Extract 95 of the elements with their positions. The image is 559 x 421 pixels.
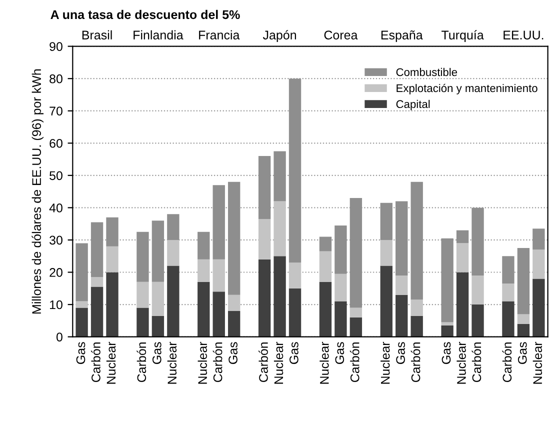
y-tick-label: 80 <box>50 74 62 84</box>
bar <box>532 278 545 337</box>
bar <box>410 300 423 316</box>
bar <box>456 243 469 272</box>
bar <box>472 304 484 337</box>
bar <box>212 259 225 292</box>
bar <box>517 324 530 337</box>
bar <box>502 284 514 302</box>
bar <box>228 294 240 311</box>
x-tick-label: Gas <box>442 342 451 364</box>
y-tick-label: 10 <box>50 300 62 310</box>
x-tick-label: Gas <box>228 342 238 364</box>
bar <box>410 316 423 337</box>
bar <box>396 275 408 295</box>
x-tick-label: Nuclear <box>532 342 542 384</box>
bar <box>258 259 271 337</box>
x-tick-label: Carbón <box>410 342 420 382</box>
bar <box>228 310 240 337</box>
bar <box>288 288 302 337</box>
bar <box>258 218 271 260</box>
bar <box>167 266 180 337</box>
x-tick-label: Gas <box>76 342 86 364</box>
bar <box>441 322 454 326</box>
bar <box>90 277 104 287</box>
x-tick-label: Carbón <box>212 342 222 382</box>
bar <box>350 308 362 318</box>
text: España <box>381 30 423 42</box>
bar <box>152 316 164 337</box>
chart-title: A una tasa de descuento del 5% <box>50 10 240 20</box>
text: Turquía <box>442 30 484 42</box>
x-tick-label: Gas <box>335 342 344 364</box>
bar <box>152 282 164 316</box>
bar <box>288 262 302 288</box>
bar <box>350 317 362 337</box>
bar <box>532 250 545 279</box>
y-tick-label: 50 <box>50 171 62 180</box>
y-tick-label: 70 <box>50 106 62 116</box>
bar <box>319 282 332 337</box>
bar <box>76 301 88 308</box>
text: Corea <box>324 30 358 40</box>
x-tick-label: Nuclear <box>167 342 177 384</box>
text: Francia <box>199 30 240 40</box>
x-tick-label: Carbón <box>91 342 100 382</box>
bar <box>380 266 392 337</box>
y-tick-label: 0 <box>56 332 62 342</box>
bar <box>334 274 347 302</box>
bar <box>76 308 88 337</box>
bar <box>319 251 332 282</box>
y-tick-label: 20 <box>50 268 62 277</box>
bar <box>274 201 286 256</box>
y-tick-label: 60 <box>50 138 62 148</box>
bar <box>334 301 347 337</box>
bar <box>396 294 408 337</box>
bar <box>198 282 210 337</box>
x-tick-label: Gas <box>152 342 162 364</box>
bar <box>90 286 104 337</box>
x-tick-label: Gas <box>518 342 527 364</box>
x-tick-label: Carbón <box>350 342 360 382</box>
legend-label: Combustible <box>396 68 458 76</box>
bar <box>167 240 180 266</box>
bar <box>136 308 149 337</box>
x-tick-label: Nuclear <box>198 342 207 384</box>
bar <box>472 275 484 305</box>
bar <box>212 292 225 337</box>
x-tick-label: Carbón <box>472 342 482 382</box>
x-tick-label: Carbón <box>502 342 512 382</box>
x-tick-label: Nuclear <box>320 342 329 384</box>
bar <box>380 240 392 266</box>
y-tick-label: 30 <box>50 236 62 245</box>
x-tick-label: Nuclear <box>456 342 466 384</box>
bar <box>106 272 118 337</box>
bar <box>198 259 210 282</box>
bar <box>456 272 469 337</box>
x-tick-label: Carbón <box>258 342 268 382</box>
text: EE.UU. <box>504 30 544 40</box>
x-tick-label: Gas <box>290 342 298 364</box>
x-tick-label: Gas <box>396 342 405 364</box>
x-tick-label: Nuclear <box>274 342 284 384</box>
x-tick-label: Nuclear <box>106 342 116 384</box>
bar <box>502 301 514 337</box>
text: Finlandia <box>134 30 184 40</box>
x-tick-label: Carbón <box>136 342 146 382</box>
y-axis-title: Millones de dólares de EE.UU. (96) por kWh <box>32 69 44 314</box>
x-tick-label: Nuclear <box>380 342 390 384</box>
legend-label: Capital <box>396 100 430 110</box>
text: Brasil <box>82 30 112 40</box>
legend-label: Explotación y mantenimiento <box>396 84 538 94</box>
bar <box>517 314 530 324</box>
y-tick-label: 90 <box>50 42 62 51</box>
bar <box>136 282 149 308</box>
bar <box>274 256 286 337</box>
text: Japón <box>262 30 296 42</box>
y-tick-label: 40 <box>49 203 62 212</box>
bar <box>441 326 454 337</box>
bar <box>106 246 118 272</box>
